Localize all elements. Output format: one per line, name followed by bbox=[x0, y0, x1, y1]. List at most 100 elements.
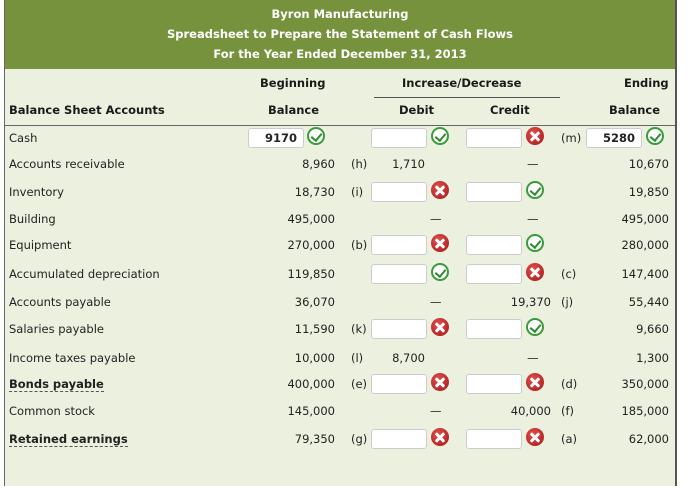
check-icon bbox=[431, 127, 449, 145]
table-row: Accumulated depreciation 119,850 (c) 147,40… bbox=[5, 262, 675, 288]
beginning-balance-value: 36,070 bbox=[294, 295, 335, 309]
check-icon bbox=[526, 318, 544, 336]
header-divider bbox=[5, 125, 675, 126]
account-name: Building bbox=[9, 212, 56, 226]
debit-ref: (e) bbox=[351, 377, 368, 391]
debit-ref: (g) bbox=[351, 432, 368, 446]
credit-input[interactable] bbox=[466, 182, 522, 202]
check-icon bbox=[646, 127, 664, 145]
ending-balance-input[interactable]: 5280 bbox=[586, 128, 642, 148]
period-label: For the Year Ended December 31, 2013 bbox=[213, 47, 467, 61]
credit-dash: — bbox=[527, 212, 539, 226]
debit-input[interactable] bbox=[371, 374, 427, 394]
header-debit: Debit bbox=[399, 103, 435, 117]
credit-dash: — bbox=[527, 351, 539, 365]
table-row: Cash 9170 (m) 5280 bbox=[5, 126, 675, 152]
header-ending-balance: Balance bbox=[609, 103, 661, 117]
credit-input[interactable] bbox=[466, 264, 522, 284]
beginning-balance-input[interactable]: 9170 bbox=[248, 128, 304, 148]
ending-balance-value: 19,850 bbox=[628, 185, 669, 199]
ending-balance-value: 55,440 bbox=[628, 295, 669, 309]
debit-value: 1,710 bbox=[392, 157, 425, 171]
table-row: Accounts payable 36,070 — 19,370 (j) 55,440 bbox=[5, 290, 675, 316]
check-icon bbox=[526, 234, 544, 252]
account-name: Salaries payable bbox=[9, 322, 105, 336]
credit-input[interactable] bbox=[466, 374, 522, 394]
spreadsheet-title: Spreadsheet to Prepare the Statement of … bbox=[167, 27, 513, 41]
account-name: Accumulated depreciation bbox=[9, 267, 160, 281]
table-row: Inventory 18,730 (i) 19,850 bbox=[5, 180, 675, 206]
credit-ref: (a) bbox=[561, 432, 578, 446]
table-row: Equipment 270,000 (b) 280,000 bbox=[5, 233, 675, 259]
beginning-balance-value: 400,000 bbox=[287, 377, 335, 391]
check-icon bbox=[307, 127, 325, 145]
debit-dash: — bbox=[430, 212, 442, 226]
header-credit: Credit bbox=[490, 103, 530, 117]
credit-dash: — bbox=[527, 157, 539, 171]
ending-balance-value: 10,670 bbox=[628, 157, 669, 171]
beginning-balance-value: 18,730 bbox=[294, 185, 335, 199]
x-icon bbox=[431, 181, 449, 199]
debit-ref: (k) bbox=[351, 322, 367, 336]
credit-ref: (d) bbox=[561, 377, 578, 391]
debit-ref: (i) bbox=[351, 185, 364, 199]
beginning-balance-value: 119,850 bbox=[287, 267, 335, 281]
account-name: Cash bbox=[9, 131, 38, 145]
table-row: Common stock 145,000 — 40,000 (f) 185,000 bbox=[5, 399, 675, 425]
debit-ref: (h) bbox=[351, 157, 368, 171]
beginning-balance-value: 11,590 bbox=[294, 322, 335, 336]
beginning-balance-value: 270,000 bbox=[287, 238, 335, 252]
table-row: Bonds payable 400,000 (e) (d) 350,000 bbox=[5, 372, 675, 398]
debit-input[interactable] bbox=[371, 429, 427, 449]
beginning-balance-value: 145,000 bbox=[287, 404, 335, 418]
company-name: Byron Manufacturing bbox=[271, 7, 409, 21]
credit-ref: (c) bbox=[561, 267, 577, 281]
ending-balance-value: 147,400 bbox=[621, 267, 669, 281]
table-row: Income taxes payable 10,000 (l) 8,700 — 1,300 bbox=[5, 346, 675, 372]
debit-ref: (l) bbox=[351, 351, 364, 365]
ending-balance-value: 1,300 bbox=[636, 351, 669, 365]
debit-input[interactable] bbox=[371, 235, 427, 255]
account-name: Accounts payable bbox=[9, 295, 111, 309]
debit-input[interactable] bbox=[371, 264, 427, 284]
debit-input[interactable] bbox=[371, 319, 427, 339]
account-name: Income taxes payable bbox=[9, 351, 136, 365]
account-name[interactable]: Bonds payable bbox=[9, 377, 104, 392]
credit-input[interactable] bbox=[466, 429, 522, 449]
header-beginning: Beginning bbox=[260, 76, 326, 90]
credit-input[interactable] bbox=[466, 319, 522, 339]
beginning-balance-value: 495,000 bbox=[287, 212, 335, 226]
header-accounts: Balance Sheet Accounts bbox=[9, 103, 165, 117]
header-beginning-balance: Balance bbox=[268, 103, 320, 117]
credit-input[interactable] bbox=[466, 128, 522, 148]
header-underline bbox=[374, 97, 560, 98]
credit-input[interactable] bbox=[466, 235, 522, 255]
debit-input[interactable] bbox=[371, 182, 427, 202]
table-row: Salaries payable 11,590 (k) 9,660 bbox=[5, 317, 675, 343]
credit-ref: (j) bbox=[561, 295, 574, 309]
check-icon bbox=[431, 263, 449, 281]
ending-balance-value: 495,000 bbox=[621, 212, 669, 226]
debit-dash: — bbox=[430, 404, 442, 418]
ending-balance-value: 185,000 bbox=[621, 404, 669, 418]
ending-balance-value: 350,000 bbox=[621, 377, 669, 391]
beginning-balance-value: 8,960 bbox=[302, 157, 335, 171]
beginning-balance-value: 79,350 bbox=[294, 432, 335, 446]
x-icon bbox=[526, 127, 544, 145]
account-name: Inventory bbox=[9, 185, 64, 199]
debit-dash: — bbox=[430, 295, 442, 309]
x-icon bbox=[526, 428, 544, 446]
x-icon bbox=[526, 263, 544, 281]
account-name: Equipment bbox=[9, 238, 72, 252]
credit-value: 40,000 bbox=[510, 404, 551, 418]
credit-value: 19,370 bbox=[510, 295, 551, 309]
ending-balance-value: 280,000 bbox=[621, 238, 669, 252]
ending-balance-value: 62,000 bbox=[628, 432, 669, 446]
x-icon bbox=[526, 373, 544, 391]
debit-input[interactable] bbox=[371, 128, 427, 148]
debit-value: 8,700 bbox=[392, 351, 425, 365]
debit-ref: (b) bbox=[351, 238, 368, 252]
account-name[interactable]: Retained earnings bbox=[9, 432, 128, 447]
credit-ref: (m) bbox=[561, 131, 582, 145]
cash-flow-spreadsheet: Byron Manufacturing Spreadsheet to Prepa… bbox=[4, 0, 677, 486]
